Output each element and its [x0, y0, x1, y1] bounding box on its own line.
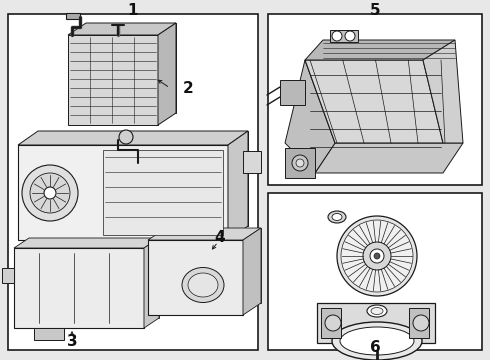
Bar — [321, 308, 341, 338]
Polygon shape — [14, 248, 144, 328]
Polygon shape — [86, 23, 176, 113]
Polygon shape — [305, 60, 443, 143]
Polygon shape — [34, 328, 64, 340]
Polygon shape — [68, 23, 176, 35]
Circle shape — [30, 173, 70, 213]
Polygon shape — [285, 60, 335, 173]
Polygon shape — [285, 148, 315, 178]
Circle shape — [345, 31, 355, 41]
Text: 4: 4 — [215, 230, 225, 246]
Bar — [268, 193, 482, 350]
Circle shape — [370, 249, 384, 263]
Ellipse shape — [332, 213, 342, 220]
Circle shape — [332, 31, 342, 41]
Text: 2: 2 — [183, 81, 194, 95]
Polygon shape — [158, 23, 176, 125]
Polygon shape — [14, 238, 159, 248]
Polygon shape — [423, 40, 463, 143]
Polygon shape — [148, 240, 243, 315]
Circle shape — [292, 155, 308, 171]
Ellipse shape — [188, 273, 218, 297]
Polygon shape — [228, 131, 248, 240]
Polygon shape — [148, 228, 261, 240]
Ellipse shape — [182, 267, 224, 302]
Ellipse shape — [332, 322, 422, 360]
Ellipse shape — [367, 305, 387, 317]
Text: 3: 3 — [67, 334, 77, 350]
Polygon shape — [315, 143, 463, 173]
Bar — [8, 14, 258, 350]
Circle shape — [363, 242, 391, 270]
Text: 5: 5 — [369, 3, 380, 18]
Ellipse shape — [328, 211, 346, 223]
Circle shape — [44, 187, 56, 199]
Circle shape — [325, 315, 341, 331]
Polygon shape — [2, 268, 14, 283]
Ellipse shape — [340, 327, 414, 355]
Polygon shape — [38, 131, 248, 226]
Circle shape — [374, 253, 380, 259]
Circle shape — [337, 216, 417, 296]
Bar — [330, 30, 358, 42]
Polygon shape — [68, 35, 158, 125]
Polygon shape — [305, 40, 455, 60]
Circle shape — [119, 130, 133, 144]
Polygon shape — [280, 80, 305, 105]
Bar — [243, 151, 261, 173]
Bar — [409, 308, 429, 338]
Polygon shape — [18, 145, 228, 240]
Text: 1: 1 — [128, 3, 138, 18]
Circle shape — [341, 220, 413, 292]
Polygon shape — [166, 228, 261, 303]
Bar — [66, 13, 80, 19]
Bar — [103, 150, 223, 235]
Circle shape — [22, 165, 78, 221]
Polygon shape — [29, 238, 159, 318]
Polygon shape — [144, 238, 159, 328]
Bar — [317, 303, 435, 343]
Ellipse shape — [371, 307, 383, 315]
Polygon shape — [243, 228, 261, 315]
Bar — [268, 14, 482, 185]
Circle shape — [296, 159, 304, 167]
Circle shape — [413, 315, 429, 331]
Text: 6: 6 — [369, 339, 380, 355]
Polygon shape — [18, 131, 248, 145]
